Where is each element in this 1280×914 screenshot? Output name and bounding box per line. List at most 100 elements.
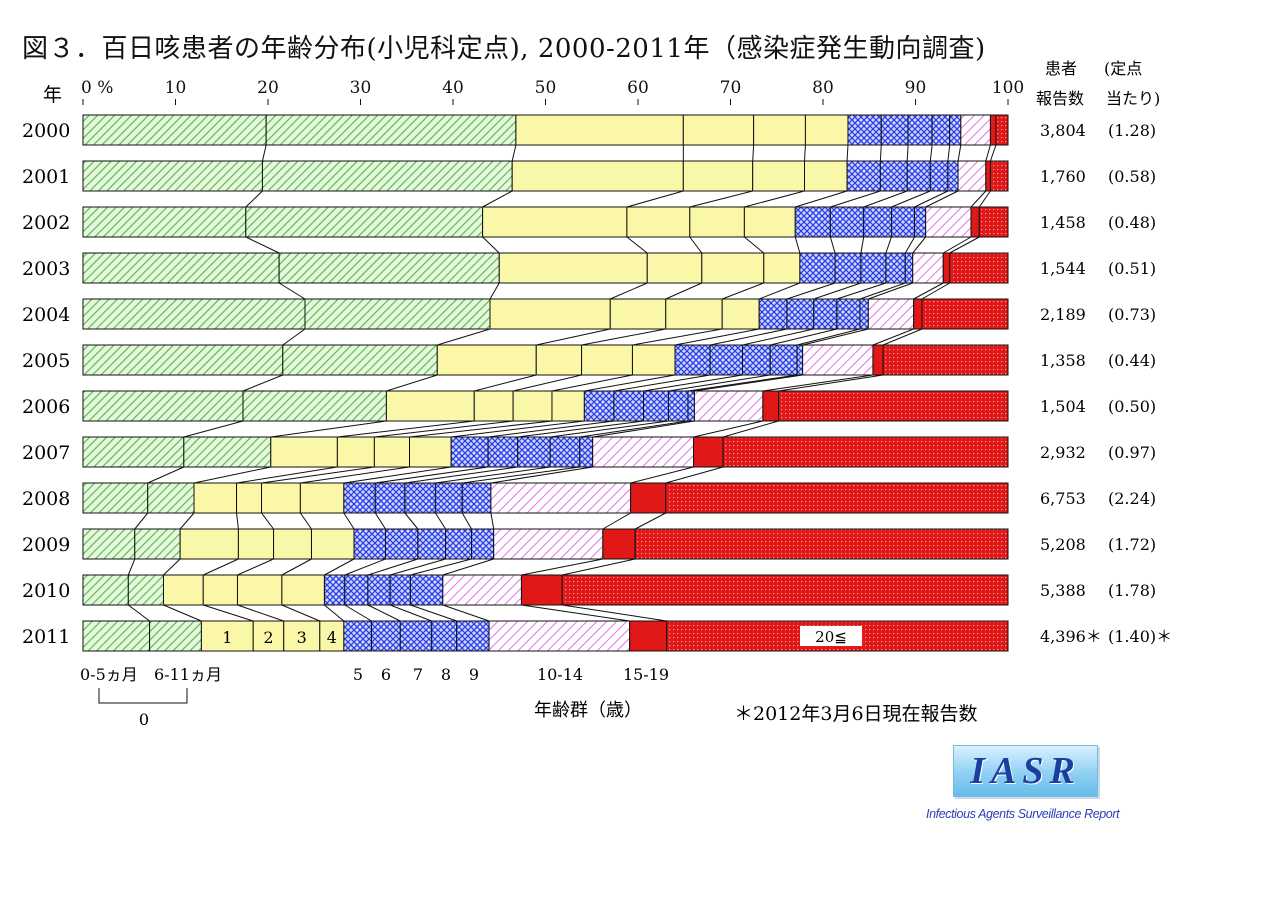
cases-value: 2,189 [1040,305,1086,324]
connector-line [374,420,514,438]
connector-line [344,558,386,576]
connector-line [906,144,909,162]
bar-segment-2001-5 [846,160,881,192]
bar-segment-2010-1 [162,574,204,606]
bar-segment-2005-10-14 [802,344,874,376]
rate-header-1: (定点 [1104,59,1142,78]
bar-segment-2006-5 [583,390,615,422]
connector-line [511,144,517,162]
connector-line [343,466,452,484]
bar-segment-2002-5 [794,206,831,238]
bar-segment-2003-4 [763,252,801,284]
bar-segment-2007-15-19 [693,436,724,468]
cases-value: 1,544 [1040,259,1086,278]
bar-segment-2004-8 [836,298,861,330]
year-header: 年 [43,84,62,106]
in-bar-age-label: 20≦ [815,628,847,646]
age-zero-bracket [98,688,188,704]
cases-value: 1,504 [1040,397,1086,416]
bar-segment-2007-0-5m [82,436,185,468]
bar-segment-2009-2 [237,528,275,560]
age-group-label: 10-14 [537,665,583,684]
bar-segment-2001-8 [929,160,949,192]
bar-segment-2005-7 [742,344,771,376]
connector-line [744,190,805,208]
bar-segment-2006-6-11m [242,390,387,422]
bar-segment-2001-15-19 [985,160,991,192]
bar-segment-2006-1 [385,390,475,422]
bar-segment-2004-6 [786,298,815,330]
year-label: 2010 [22,580,70,602]
connector-line [802,328,869,346]
chart-title: 図３．百日咳患者の年齢分布(小児科定点), 2000-2011年（感染症発生動向… [22,34,986,64]
rate-value: (1.28) [1108,121,1156,140]
connector-line [632,328,723,346]
bar-segment-2008-9 [461,482,492,514]
bar-segment-2010-5 [323,574,346,606]
connector-line [921,282,950,300]
connector-line [860,236,865,254]
connector-line [744,236,765,254]
bar-segment-2007-9 [579,436,594,468]
year-label: 2005 [22,350,70,372]
bar-segment-2005-3 [581,344,633,376]
connector-line [299,512,312,530]
bar-segment-2003-20+ [949,252,1009,284]
connector-line [693,420,763,438]
cases-value: 1,358 [1040,351,1086,370]
year-label: 2011 [22,626,70,648]
bar-segment-2008-7 [404,482,436,514]
age-group-label: 0-5ヵ月 [80,665,138,684]
bar-segment-2001-9 [947,160,959,192]
bar-segment-2011-3 [283,620,321,652]
bar-segment-2009-6 [384,528,419,560]
bar-segment-2002-1 [482,206,628,238]
connector-line [830,190,881,208]
connector-line [581,328,666,346]
connector-line [261,144,267,162]
bar-segment-2010-6 [344,574,369,606]
connector-line [193,466,271,484]
connector-line [451,420,585,438]
connector-line [813,282,862,300]
connector-line [482,236,500,254]
connector-line [562,558,636,576]
iasr-logo: IASR [953,745,1098,797]
rate-value: (0.73) [1108,305,1156,324]
bar-segment-2009-4 [310,528,355,560]
connector-line [410,558,472,576]
bar-segment-2010-3 [236,574,283,606]
rate-value: (0.48) [1108,213,1156,232]
connector-line [762,374,874,392]
x-tick-label: 50 [535,78,557,98]
connector-line [203,558,239,576]
bar-segment-2008-4 [299,482,345,514]
bar-segment-2010-8 [389,574,411,606]
connector-line [404,466,518,484]
connector-line [794,236,801,254]
connector-line [389,604,432,622]
bar-segment-2004-4 [721,298,760,330]
bar-segment-2000-6 [880,114,909,146]
connector-line [674,328,760,346]
bar-segment-2004-6-11m [304,298,491,330]
bar-segment-2006-4 [551,390,585,422]
bar-segment-2003-3 [701,252,765,284]
bar-segment-2007-10-14 [592,436,694,468]
bar-segment-2000-10-14 [960,114,991,146]
connector-line [665,466,724,484]
bar-segment-2000-6-11m [265,114,517,146]
bar-segment-2007-6 [487,436,519,468]
cases-value: 3,804 [1040,121,1086,140]
connector-line [863,190,908,208]
bar-segment-2006-20+ [778,390,1009,422]
bar-segment-2002-20+ [978,206,1009,238]
rate-value: (1.72) [1108,535,1156,554]
bar-segment-2005-2 [535,344,583,376]
connector-line [689,236,703,254]
connector-line [626,190,684,208]
bar-segment-2008-6 [374,482,406,514]
connector-line [550,420,669,438]
bar-segment-2001-20+ [989,160,1009,192]
